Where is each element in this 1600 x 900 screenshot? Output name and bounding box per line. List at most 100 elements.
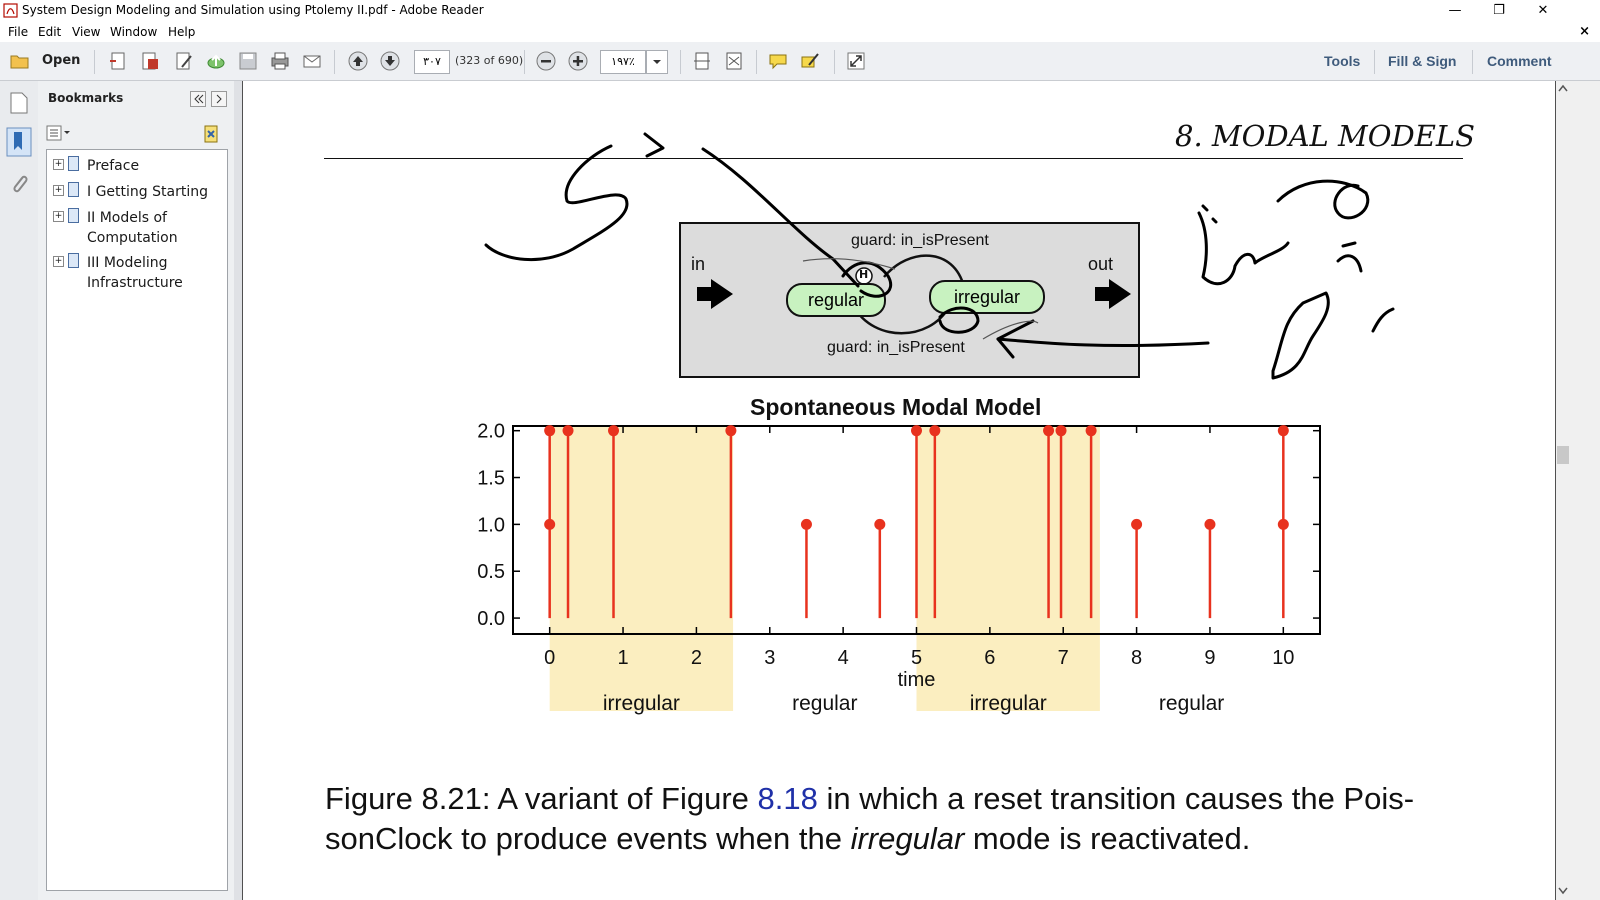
bookmark-options-icon[interactable] (46, 125, 72, 141)
chapter-header: 8. MODAL MODELS (1175, 119, 1476, 153)
x-axis-label: time (898, 669, 936, 691)
bookmark-label: Preface (87, 158, 140, 174)
toolbar: Open ۳۰۷ (323 of 690) ۱۹۷٪ Tools Fill & … (0, 42, 1600, 81)
data-point (1055, 425, 1067, 437)
create-pdf-icon[interactable] (108, 51, 128, 71)
page-number-input[interactable]: ۳۰۷ (414, 50, 450, 74)
mode-band (549, 426, 734, 711)
panel-splitter[interactable] (234, 81, 242, 900)
bookmark-page-icon (68, 253, 79, 268)
data-point (725, 425, 737, 437)
expand-panel-icon[interactable] (211, 91, 227, 107)
bookmarks-icon[interactable] (6, 127, 32, 157)
x-tick-label: 5 (911, 647, 922, 669)
menu-view[interactable]: View (72, 25, 101, 39)
delete-bookmark-icon[interactable] (202, 125, 220, 143)
guard-label-bottom: guard: in_isPresent (827, 339, 965, 356)
menu-bar: File Edit View Window Help × (0, 22, 1600, 42)
y-tick-label: 0.0 (477, 608, 505, 630)
minimize-button[interactable]: — (1448, 3, 1462, 18)
x-tick-label: 7 (1058, 647, 1069, 669)
zoom-out-icon[interactable] (536, 51, 556, 71)
title-bar: System Design Modeling and Simulation us… (0, 0, 1600, 22)
folder-icon (10, 55, 29, 69)
data-point (911, 425, 922, 437)
figure-link[interactable]: 8.18 (757, 781, 818, 816)
caption-text: in which a reset transition causes the P… (817, 781, 1415, 816)
attachments-icon[interactable] (8, 171, 30, 197)
open-button[interactable]: Open (8, 50, 86, 72)
data-point (1085, 425, 1097, 437)
collapse-panel-icon[interactable] (190, 91, 206, 107)
zoom-dropdown[interactable] (646, 50, 668, 74)
mode-band-label: irregular (603, 692, 680, 715)
history-symbol: H (859, 268, 869, 281)
expand-icon[interactable]: + (53, 185, 64, 196)
save-icon[interactable] (238, 51, 258, 71)
header-rule (324, 158, 1463, 159)
bookmark-page-icon (68, 156, 79, 171)
tools-button[interactable]: Tools (1324, 53, 1361, 69)
expand-icon[interactable]: + (53, 211, 64, 222)
fit-width-icon[interactable] (724, 51, 744, 71)
x-tick-label: 9 (1204, 647, 1215, 669)
comment-button[interactable]: Comment (1487, 53, 1552, 69)
menu-window[interactable]: Window (110, 25, 158, 39)
menu-edit[interactable]: Edit (38, 25, 62, 39)
zoom-level-input[interactable]: ۱۹۷٪ (600, 50, 646, 74)
y-tick-label: 1.5 (477, 468, 505, 490)
highlight-icon[interactable] (800, 51, 820, 71)
caption-text: mode is reactivated. (964, 821, 1251, 856)
expand-icon[interactable] (846, 51, 866, 71)
scroll-down-icon[interactable] (1556, 886, 1570, 896)
chevron-down-icon (653, 60, 661, 64)
menu-file[interactable]: File (8, 25, 29, 39)
fit-page-icon[interactable] (692, 51, 712, 71)
email-icon[interactable] (302, 51, 322, 71)
next-page-icon[interactable] (380, 51, 400, 71)
output-port-arrow-icon (1095, 279, 1131, 309)
restore-button[interactable]: ❐ (1493, 3, 1505, 18)
bookmark-item-preface[interactable]: + Preface (53, 156, 227, 178)
caption-text: sonClock to produce events when the (325, 821, 851, 856)
expand-icon[interactable]: + (53, 159, 64, 170)
vertical-scrollbar[interactable] (1556, 81, 1600, 900)
x-tick-label: 1 (617, 647, 628, 669)
data-point (874, 518, 886, 530)
previous-page-icon[interactable] (348, 51, 368, 71)
data-point (1277, 425, 1289, 437)
bookmark-item-models-of-computation[interactable]: + II Models of Computation (53, 208, 227, 250)
page-count: (323 of 690) (455, 54, 524, 67)
print-icon[interactable] (270, 51, 290, 71)
adobe-reader-icon (3, 3, 18, 18)
cloud-upload-icon[interactable] (206, 51, 226, 71)
mode-band-label: irregular (970, 692, 1047, 715)
caption-line-2: sonClock to produce events when the irre… (325, 819, 1465, 859)
data-point (1131, 518, 1143, 530)
page-thumbnails-icon[interactable] (8, 91, 30, 115)
x-tick-label: 6 (984, 647, 995, 669)
menu-help[interactable]: Help (168, 25, 196, 39)
edit-pdf-icon[interactable] (174, 51, 194, 71)
stem-chart: 0 1 2 3 4 5 6 7 8 9 10 0.0 0.5 1.0 1.5 2.0 time irregular… (477, 421, 1321, 715)
y-tick-label: 2.0 (477, 421, 505, 443)
zoom-in-icon[interactable] (568, 51, 588, 71)
bookmark-item-modeling-infrastructure[interactable]: + III Modeling Infrastructure (53, 253, 227, 295)
data-point (608, 425, 620, 437)
x-tick-label: 10 (1272, 647, 1294, 669)
data-point (1277, 518, 1289, 530)
scroll-up-icon[interactable] (1556, 83, 1570, 93)
document-close-button[interactable]: × (1579, 24, 1590, 39)
sticky-note-icon[interactable] (768, 51, 788, 71)
y-tick-label: 0.5 (477, 561, 505, 583)
bookmark-label: II Models of Computation (87, 210, 178, 246)
bookmark-item-getting-starting[interactable]: + I Getting Starting (53, 182, 227, 204)
input-port-label: in (691, 254, 706, 274)
fill-sign-button[interactable]: Fill & Sign (1388, 53, 1457, 69)
bookmark-page-icon (68, 182, 79, 197)
close-button[interactable]: ✕ (1537, 3, 1549, 18)
export-pdf-icon[interactable] (140, 51, 160, 71)
expand-icon[interactable]: + (53, 256, 64, 267)
scroll-thumb[interactable] (1557, 446, 1569, 464)
x-tick-label: 4 (838, 647, 849, 669)
